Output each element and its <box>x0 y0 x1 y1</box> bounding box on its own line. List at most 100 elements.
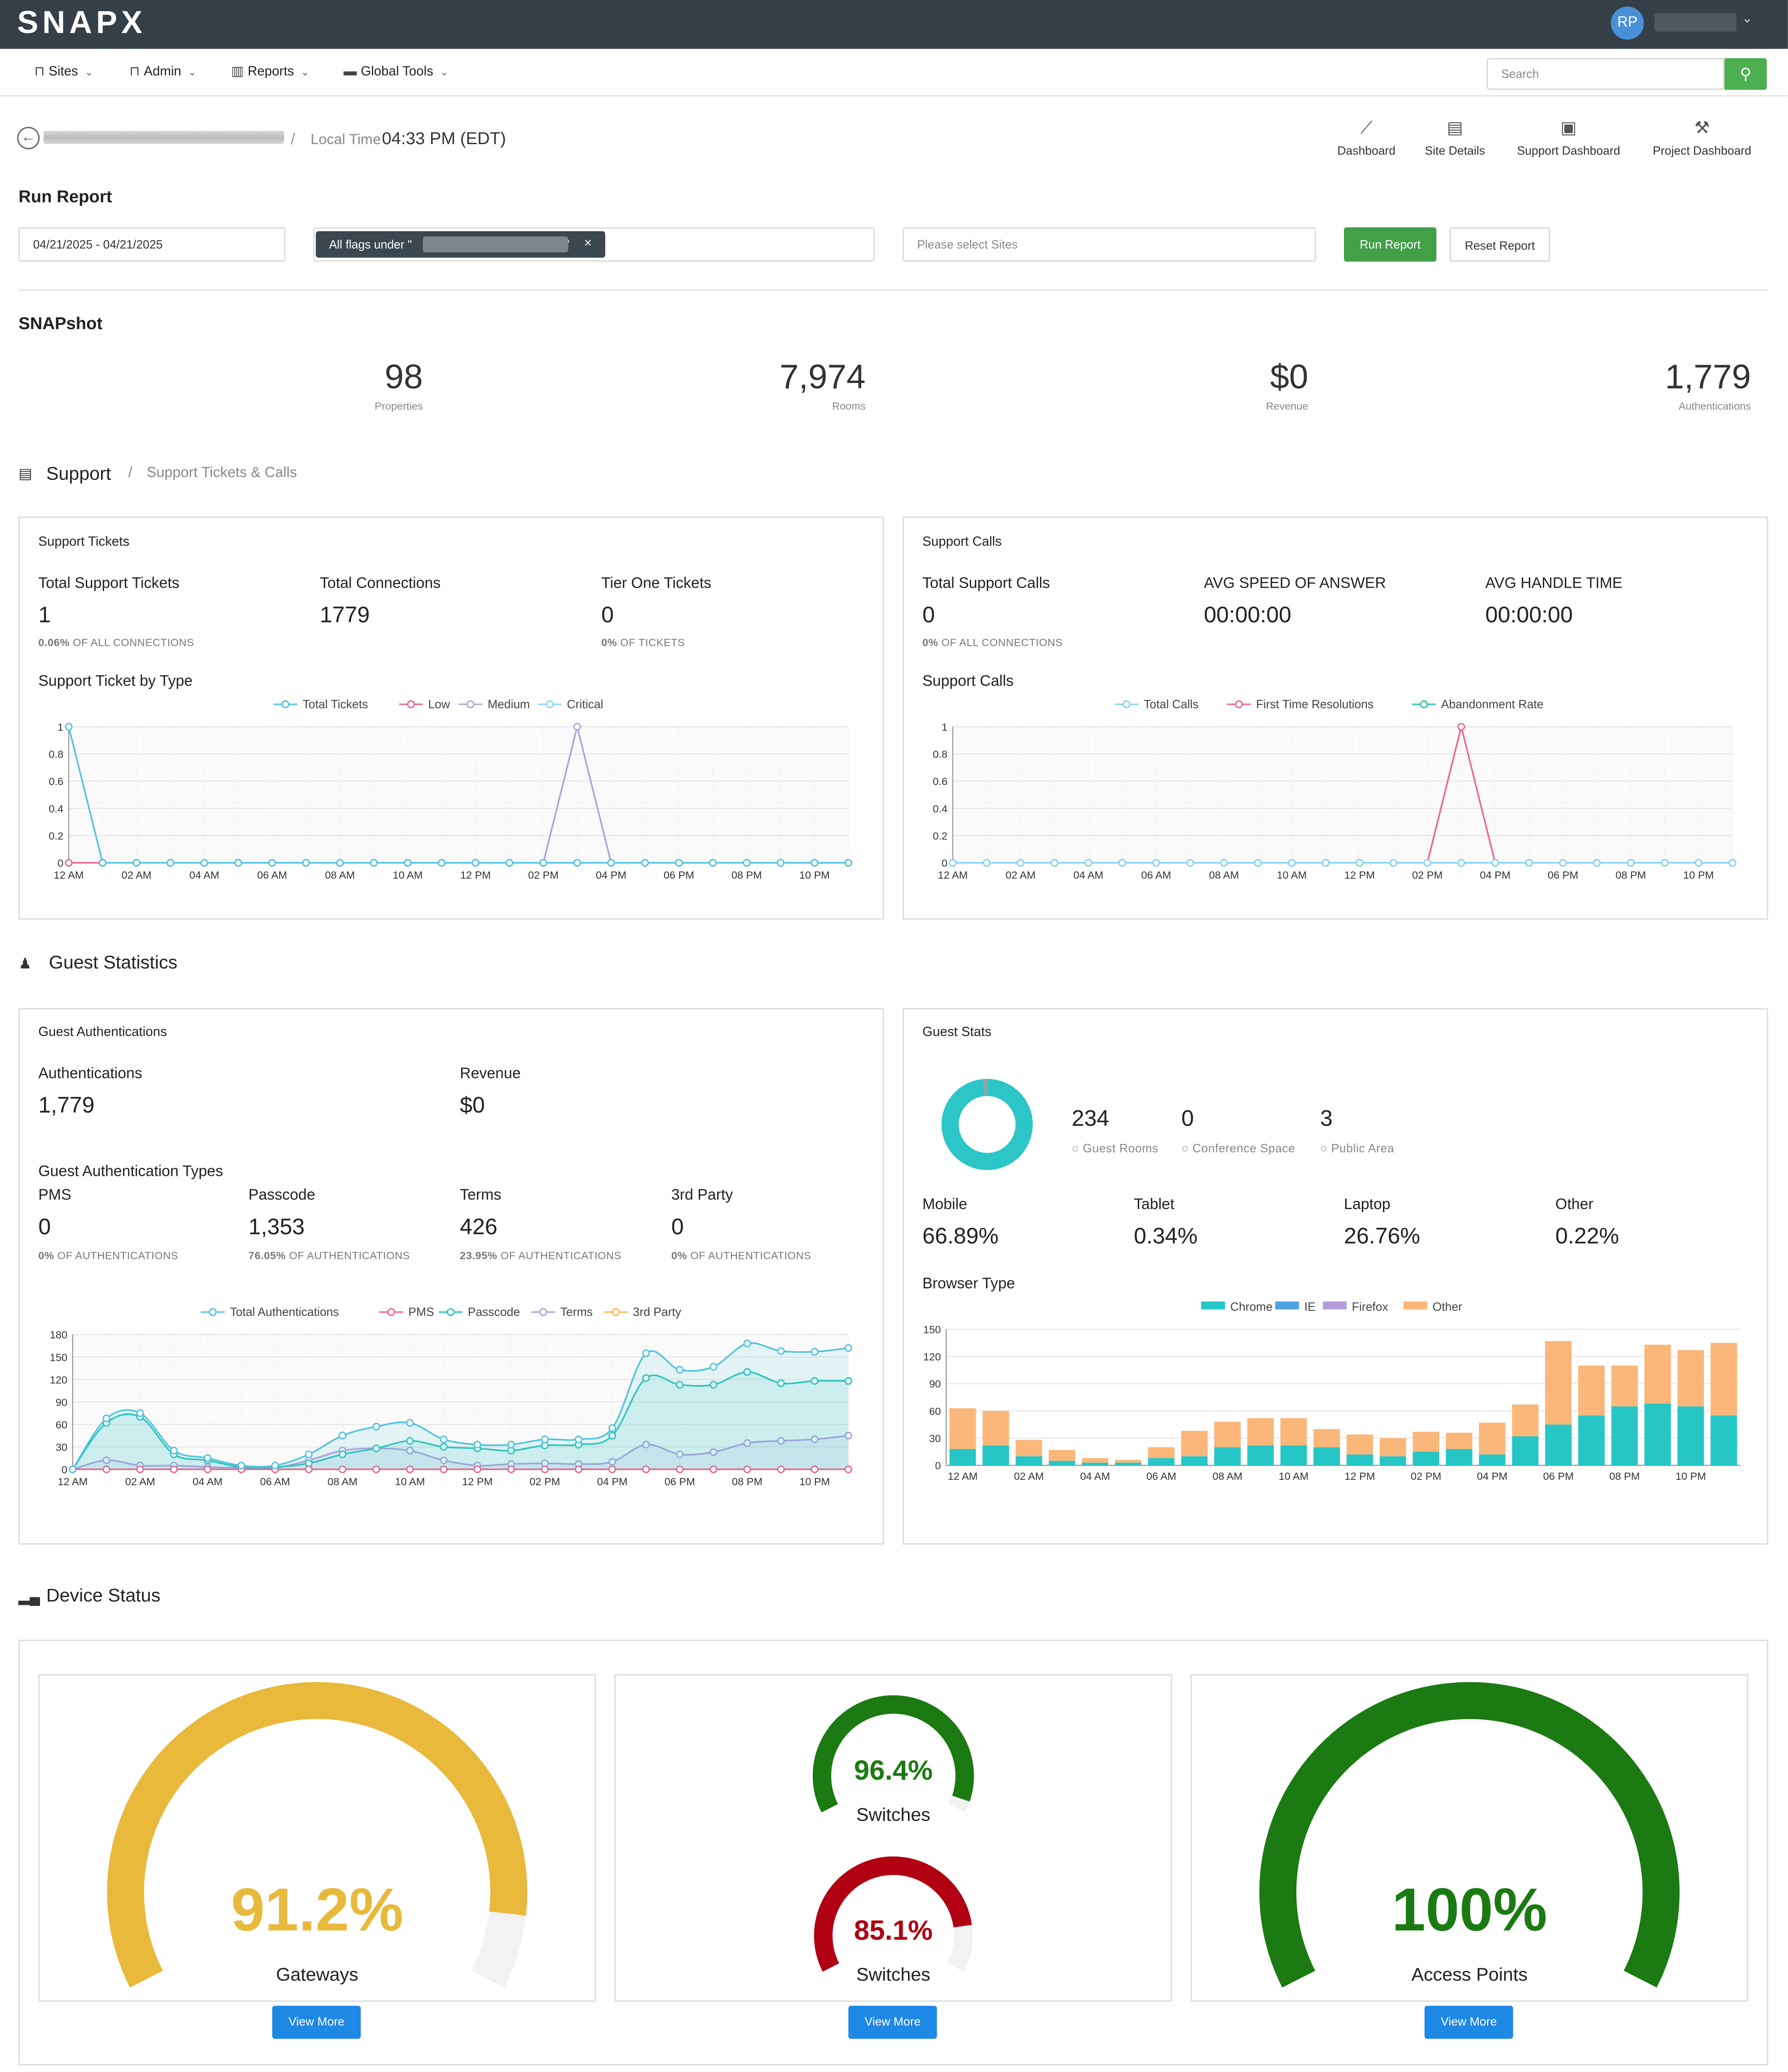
x-tick-label: 12 PM <box>1344 869 1375 881</box>
data-point <box>810 1348 819 1356</box>
sites-select[interactable]: Please select Sites <box>903 227 1317 262</box>
data-point <box>339 1450 347 1458</box>
nav-admin[interactable]: ⊓ Admin ⌄ <box>129 65 197 79</box>
reports-icon: ▥ <box>231 65 244 79</box>
gauge-fill <box>1259 1682 1680 1988</box>
quick-link-project-dashboard[interactable]: ⚒ Project Dashboard <box>1645 118 1759 157</box>
data-point <box>271 1461 279 1469</box>
public-area-value: 3 <box>1320 1106 1333 1131</box>
support-calls-chart: Total Calls First Time Resolutions Abandon… <box>933 697 1736 881</box>
data-point <box>743 1368 751 1376</box>
auth-type-pms-value: 0 <box>38 1214 51 1240</box>
nav-reports[interactable]: ▥ Reports ⌄ <box>231 65 309 79</box>
quick-link-site-details[interactable]: ▤ Site Details <box>1418 118 1492 157</box>
sub-percent: 0% <box>601 637 617 649</box>
x-tick-label: 02 AM <box>125 1476 155 1487</box>
run-report-button[interactable]: Run Report <box>1344 227 1437 262</box>
logo[interactable]: SNAPX <box>17 5 146 41</box>
y-tick-label: 0.2 <box>933 830 947 842</box>
bar-chrome <box>1446 1449 1472 1465</box>
legend-marker <box>387 1308 395 1316</box>
kpi-properties-value: 98 <box>384 356 423 396</box>
nav-global-tools[interactable]: ▬ Global Tools ⌄ <box>344 65 449 79</box>
x-tick-label: 10 PM <box>1675 1470 1706 1482</box>
data-point <box>743 1439 751 1447</box>
bar-other <box>1313 1429 1340 1447</box>
data-point <box>102 1456 110 1465</box>
chevron-down-icon[interactable]: ⌄ <box>1741 12 1753 26</box>
legend-marker <box>281 700 290 708</box>
avatar[interactable]: RP <box>1611 6 1644 40</box>
sub-text: OF ALL CONNECTIONS <box>938 637 1063 649</box>
browser-type-title: Browser Type <box>922 1276 1015 1293</box>
auth-type-pms-label: PMS <box>38 1188 71 1204</box>
back-icon[interactable]: ← <box>17 127 40 150</box>
divider <box>18 289 1768 291</box>
flags-select[interactable] <box>313 227 875 262</box>
avg-handle-time-value: 00:00:00 <box>1485 603 1573 628</box>
guest-stats-card-title: Guest Stats <box>922 1025 991 1040</box>
x-tick-label: 04 AM <box>193 1476 223 1487</box>
nav-sites[interactable]: ⊓ Sites ⌄ <box>35 65 94 79</box>
data-point <box>642 1374 650 1382</box>
data-point <box>471 859 480 867</box>
access-points-view-more-button[interactable]: View More <box>1424 2006 1513 2039</box>
sub-percent: 0% <box>38 1250 54 1262</box>
device-mobile-value: 66.89% <box>922 1223 999 1249</box>
data-point <box>844 1344 852 1352</box>
legend-label: Firefox <box>1352 1300 1388 1313</box>
x-tick-label: 02 PM <box>1411 1470 1441 1482</box>
close-icon[interactable]: × <box>584 236 592 251</box>
y-tick-label: 150 <box>923 1324 941 1335</box>
data-point <box>372 1444 380 1452</box>
bar-other <box>1048 1450 1075 1461</box>
quick-link-dashboard[interactable]: ⟋ Dashboard <box>1332 118 1401 157</box>
y-tick-label: 30 <box>929 1433 941 1444</box>
access-points-gauge-value: 100% <box>1392 1875 1547 1944</box>
data-point <box>1017 859 1025 867</box>
line-chart-icon: ⟋ <box>1360 117 1373 138</box>
search-input[interactable]: Search <box>1486 58 1725 90</box>
top-bar: SNAPX RP ⌄ <box>0 0 1788 49</box>
data-point <box>372 1423 380 1431</box>
data-point <box>200 859 208 867</box>
y-tick-label: 0.6 <box>933 776 947 787</box>
switches-gauge-secondary-value: 85.1% <box>854 1916 933 1947</box>
bar-other <box>1346 1434 1373 1455</box>
tier-one-tickets-sub: 0% OF TICKETS <box>601 637 685 649</box>
switches-gauge-primary <box>812 1695 974 1812</box>
legend-swatch <box>1403 1301 1427 1310</box>
total-support-tickets-value: 1 <box>38 603 51 628</box>
gateways-view-more-button[interactable]: View More <box>272 2006 361 2039</box>
date-range-input[interactable]: 04/21/2025 - 04/21/2025 <box>18 227 286 262</box>
data-point <box>573 859 581 867</box>
reset-report-button[interactable]: Reset Report <box>1449 227 1550 262</box>
x-tick-label: 06 AM <box>257 869 287 881</box>
data-point <box>709 1363 718 1371</box>
conference-space-label-text: Conference Space <box>1192 1141 1295 1155</box>
data-point <box>949 859 957 867</box>
nav-bar: ⊓ Sites ⌄ ⊓ Admin ⌄ ▥ Reports ⌄ ▬ Global Tools ⌄ <box>0 48 1788 97</box>
y-tick-label: 0.8 <box>49 748 64 760</box>
data-point <box>440 1456 448 1465</box>
support-calls-card-title: Support Calls <box>922 535 1002 550</box>
public-area-label: ○ Public Area <box>1320 1142 1394 1155</box>
switches-view-more-button[interactable]: View More <box>848 2006 937 2039</box>
kpi-revenue-value: $0 <box>1270 356 1308 396</box>
switches-gauge-card <box>614 1674 1172 2002</box>
nav-sites-label: Sites <box>48 65 78 79</box>
x-tick-label: 04 PM <box>1477 1470 1507 1482</box>
search-button[interactable]: ⚲ <box>1724 58 1767 90</box>
quick-link-support-dashboard[interactable]: ▣ Support Dashboard <box>1509 118 1628 157</box>
switches-gauge-secondary-label: Switches <box>856 1963 930 1985</box>
document-icon: ▤ <box>1447 117 1463 138</box>
avg-speed-of-answer-label: AVG SPEED OF ANSWER <box>1204 576 1386 592</box>
bar-other <box>1512 1404 1539 1437</box>
y-tick-label: 0.6 <box>49 776 64 787</box>
total-connections-value: 1779 <box>320 603 370 628</box>
chevron-down-icon: ⌄ <box>300 66 310 78</box>
y-tick-label: 60 <box>929 1405 941 1417</box>
username-redacted[interactable] <box>1654 13 1737 32</box>
plot-area <box>69 726 849 863</box>
data-point <box>336 859 344 867</box>
